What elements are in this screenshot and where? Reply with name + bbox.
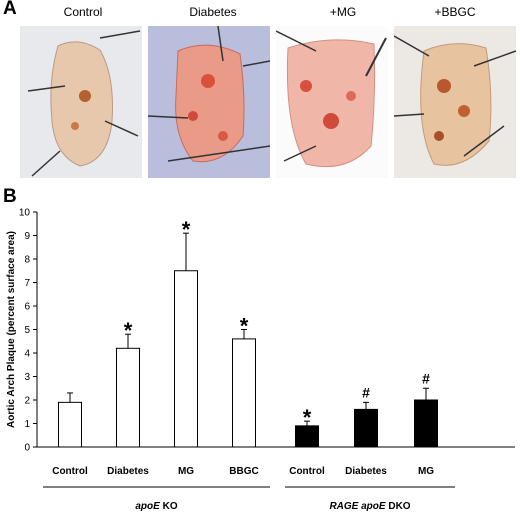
category-label: Diabetes [107, 466, 149, 477]
significance-marker: # [422, 370, 430, 386]
y-tick-label: 10 [19, 208, 31, 219]
y-tick-label: 2 [24, 396, 30, 407]
bar [116, 347, 140, 448]
significance-marker: * [124, 318, 133, 343]
y-tick-label: 4 [24, 349, 30, 360]
y-tick-label: 7 [24, 278, 30, 289]
y-tick-label: 8 [24, 255, 30, 266]
bar [232, 338, 256, 448]
significance-marker: * [240, 314, 249, 339]
significance-marker: # [362, 384, 370, 400]
bar [58, 401, 82, 448]
group-label: apoE KO [135, 501, 177, 512]
category-label: MG [178, 466, 194, 477]
category-label: MG [418, 466, 434, 477]
aorta-photo-control [20, 26, 142, 178]
photo-label-mg: +MG [329, 5, 357, 19]
photo-label-diabetes: Diabetes [189, 5, 237, 19]
y-tick-label: 5 [24, 325, 30, 336]
y-axis-label: Aortic Arch Plaque (percent surface area… [6, 231, 17, 428]
category-label: Diabetes [345, 466, 387, 477]
category-label: Control [289, 466, 325, 477]
category-label: Control [52, 466, 88, 477]
bar [414, 399, 438, 448]
bar [354, 408, 378, 448]
photo-label-bbgc: +BBGC [434, 5, 476, 19]
significance-marker: * [182, 217, 191, 242]
y-tick-label: 1 [24, 419, 30, 430]
panel-b-letter: B [3, 186, 17, 207]
aorta-photo-bbgc [394, 26, 516, 178]
plaque-bar-chart: 0 1 2 3 4 5 6 7 8 9 10 Aortic Arch Plaque (percent … [6, 208, 515, 512]
y-tick-label: 6 [24, 302, 30, 313]
group-label: RAGE apoE DKO [329, 501, 410, 512]
bar [174, 270, 198, 448]
aorta-photo-diabetes [148, 26, 270, 178]
photo-label-control: Control [63, 5, 103, 19]
y-tick-label: 9 [24, 231, 30, 242]
y-tick-label: 0 [24, 443, 30, 454]
panel-a-letter: A [3, 0, 17, 19]
aorta-photo-mg [276, 26, 388, 178]
y-tick-label: 3 [24, 372, 30, 383]
significance-marker: * [303, 405, 312, 430]
category-label: BBGC [229, 466, 258, 477]
